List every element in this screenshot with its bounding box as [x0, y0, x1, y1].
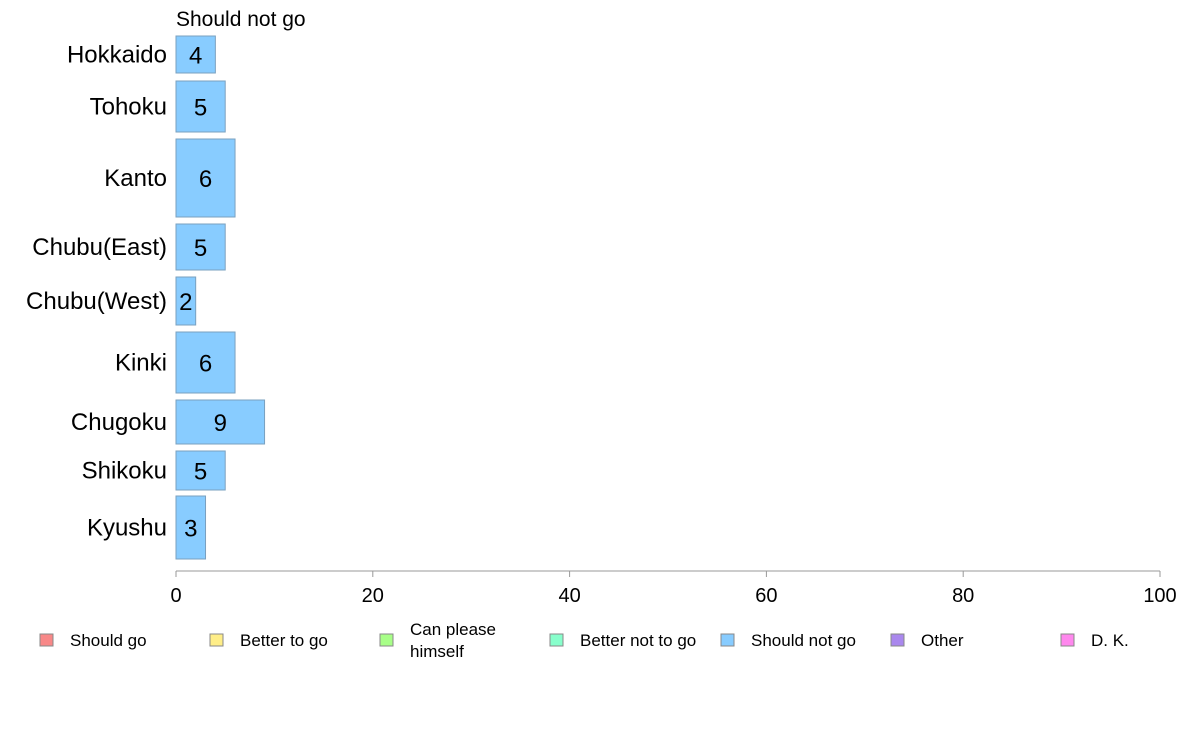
legend-label: Should go — [70, 631, 147, 650]
legend-label: Other — [921, 631, 964, 650]
x-tick-label: 60 — [755, 585, 777, 607]
category-label: Tohoku — [90, 94, 167, 121]
chart-title: Should not go — [176, 8, 306, 31]
bar — [175, 276, 197, 326]
bar-value-label: 6 — [199, 166, 212, 193]
legend-label: Better not to go — [580, 631, 696, 650]
legend-swatch — [1060, 633, 1075, 647]
legend-swatch — [720, 633, 735, 647]
bar-value-label: 4 — [189, 43, 202, 70]
bar-value-label: 5 — [194, 459, 207, 486]
legend-swatch — [549, 633, 564, 647]
bar — [175, 495, 207, 560]
category-label: Kinki — [115, 350, 167, 377]
x-axis: 0 20 40 60 80 100 — [170, 570, 1177, 607]
category-label: Shikoku — [82, 458, 167, 485]
legend-swatch — [379, 633, 394, 647]
category-label: Kanto — [104, 165, 167, 192]
bar-value-label: 5 — [194, 235, 207, 262]
legend-label: Better to go — [240, 631, 328, 650]
category-label: Kyushu — [87, 515, 167, 542]
legend: Should go Better to go Can please himself Be… — [39, 620, 1129, 661]
bar-value-label: 5 — [194, 95, 207, 122]
category-label: Chugoku — [71, 409, 167, 436]
bar — [175, 80, 226, 133]
x-tick-label: 0 — [170, 585, 181, 607]
legend-swatch — [890, 633, 905, 647]
category-label: Hokkaido — [67, 42, 167, 69]
bar — [175, 450, 226, 491]
bar — [175, 138, 236, 218]
bar-value-label: 6 — [199, 351, 212, 378]
category-label: Chubu(East) — [32, 234, 167, 261]
legend-label: D. K. — [1091, 631, 1129, 650]
x-tick-label: 20 — [362, 585, 384, 607]
bar-value-label: 9 — [214, 410, 227, 437]
bar — [175, 399, 266, 445]
category-label: Chubu(West) — [26, 288, 167, 315]
bar — [175, 331, 236, 394]
legend-label: Should not go — [751, 631, 856, 650]
bar — [175, 223, 226, 271]
legend-swatch — [39, 633, 54, 647]
x-tick-label: 100 — [1143, 585, 1176, 607]
legend-label: Can please himself — [410, 620, 496, 661]
x-tick-label: 80 — [952, 585, 974, 607]
bar-value-label: 3 — [184, 516, 197, 543]
legend-swatch — [209, 633, 224, 647]
bars-group: Hokkaido 4 Tohoku 5 Kanto 6 Chubu(East) 5 Chubu(… — [26, 35, 266, 560]
x-tick-label: 40 — [558, 585, 580, 607]
bar — [175, 35, 216, 74]
bar-value-label: 2 — [179, 289, 192, 316]
